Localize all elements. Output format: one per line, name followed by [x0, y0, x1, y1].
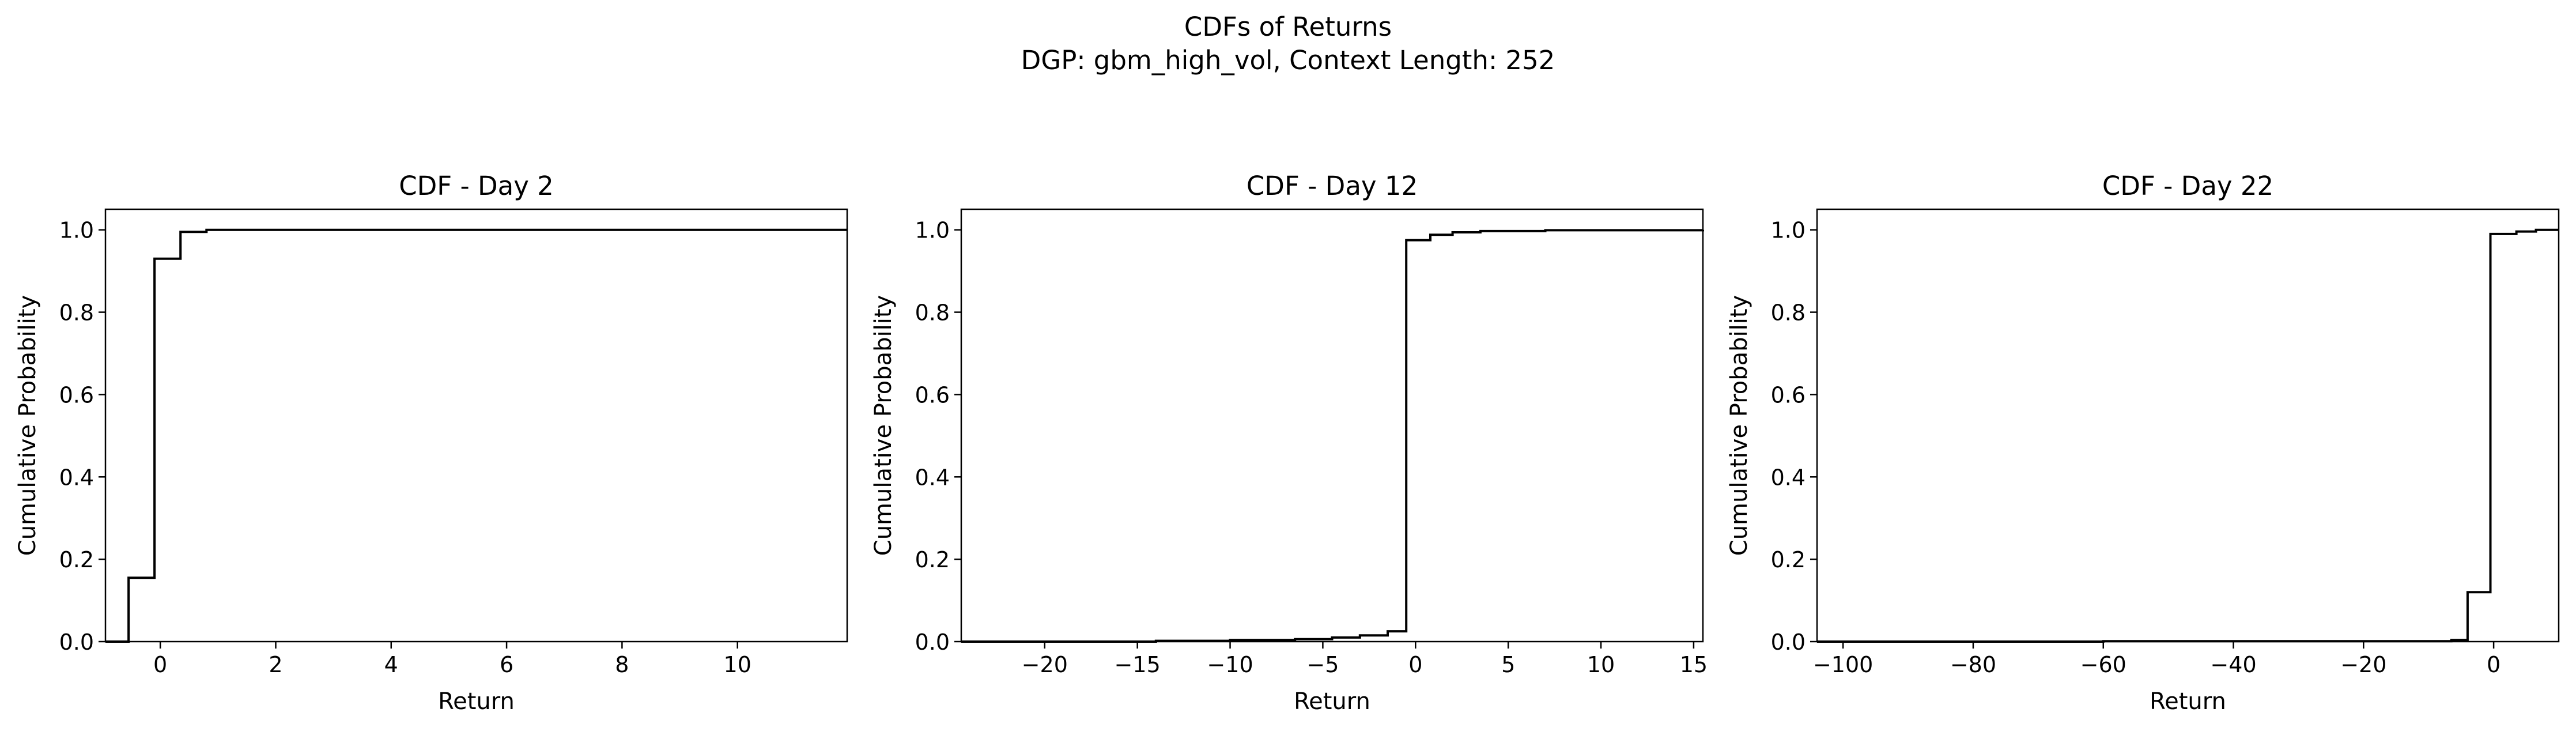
cdf-panel-2: −20 −15 −10 −5 0 5 10 15 0.0 0.2 0.4 0.6 0.8 1.0 CDF -… [870, 171, 1708, 715]
x-tick-label: 6 [500, 652, 513, 677]
y-tick-label: 0.4 [1771, 465, 1806, 490]
x-tick-label: 8 [615, 652, 629, 677]
y-tick-label: 0.6 [59, 382, 94, 408]
x-tick-label: 0 [153, 652, 167, 677]
x-axis-label: Return [1294, 688, 1370, 715]
cdf-panel-1: 0 2 4 6 8 10 0.0 0.2 0.4 0.6 0.8 1.0 CDF - Day 2 Retu… [14, 171, 848, 715]
x-tick-label: −5 [1306, 652, 1339, 677]
x-tick-label: 4 [384, 652, 398, 677]
x-tick-label: 2 [269, 652, 282, 677]
cdf-step-line [105, 228, 847, 643]
x-tick-label: −15 [1115, 652, 1161, 677]
x-axis-label: Return [438, 688, 515, 715]
y-tick-label: 0.4 [59, 465, 94, 490]
y-tick-label: 0.4 [915, 465, 950, 490]
x-tick-label: 0 [2487, 652, 2501, 677]
x-tick-label: −40 [2210, 652, 2256, 677]
x-tick-label: 10 [724, 652, 751, 677]
x-tick-label: −20 [1022, 652, 1068, 677]
x-tick-label: −60 [2080, 652, 2126, 677]
x-tick-label: −80 [1950, 652, 1996, 677]
plot-frame [104, 208, 848, 643]
y-tick-label: 0.0 [59, 630, 94, 655]
y-axis-label: Cumulative Probability [14, 295, 41, 556]
y-tick-label: 0.2 [915, 547, 950, 572]
y-tick-label: 0.8 [915, 300, 950, 326]
y-tick-label: 0.0 [1771, 630, 1806, 655]
y-tick-label: 1.0 [915, 218, 950, 243]
y-tick-label: 0.6 [1771, 382, 1806, 408]
panel-title: CDF - Day 2 [399, 171, 554, 201]
x-tick-label: 15 [1680, 652, 1708, 677]
panel-title: CDF - Day 22 [2102, 171, 2273, 201]
y-tick-label: 1.0 [1771, 218, 1806, 243]
panel-title: CDF - Day 12 [1247, 171, 1418, 201]
y-tick-label: 0.8 [1771, 300, 1806, 326]
y-axis-label: Cumulative Probability [870, 295, 897, 556]
figure-subtitle: DGP: gbm_high_vol, Context Length: 252 [1021, 45, 1555, 76]
x-tick-label: 10 [1587, 652, 1615, 677]
x-tick-label: 0 [1408, 652, 1422, 677]
x-tick-label: −20 [2340, 652, 2386, 677]
y-tick-label: 0.0 [915, 630, 950, 655]
plot-frame [960, 208, 1704, 643]
x-axis-label: Return [2150, 688, 2226, 715]
plot-frame [1816, 208, 2560, 643]
y-tick-label: 0.6 [915, 382, 950, 408]
x-tick-label: −100 [1813, 652, 1873, 677]
cdf-step-line [1817, 228, 2559, 643]
y-tick-label: 0.8 [59, 300, 94, 326]
cdf-step-line [961, 229, 1704, 643]
x-tick-label: −10 [1207, 652, 1253, 677]
cdf-panel-3: −100 −80 −60 −40 −20 0 0.0 0.2 0.4 0.6 0.8 1.0 CDF -… [1726, 171, 2560, 715]
y-tick-label: 0.2 [1771, 547, 1806, 572]
y-tick-label: 1.0 [59, 218, 94, 243]
x-tick-label: 5 [1501, 652, 1515, 677]
figure-title: CDFs of Returns [1184, 12, 1392, 42]
y-axis-label: Cumulative Probability [1726, 295, 1752, 556]
y-tick-label: 0.2 [59, 547, 94, 572]
